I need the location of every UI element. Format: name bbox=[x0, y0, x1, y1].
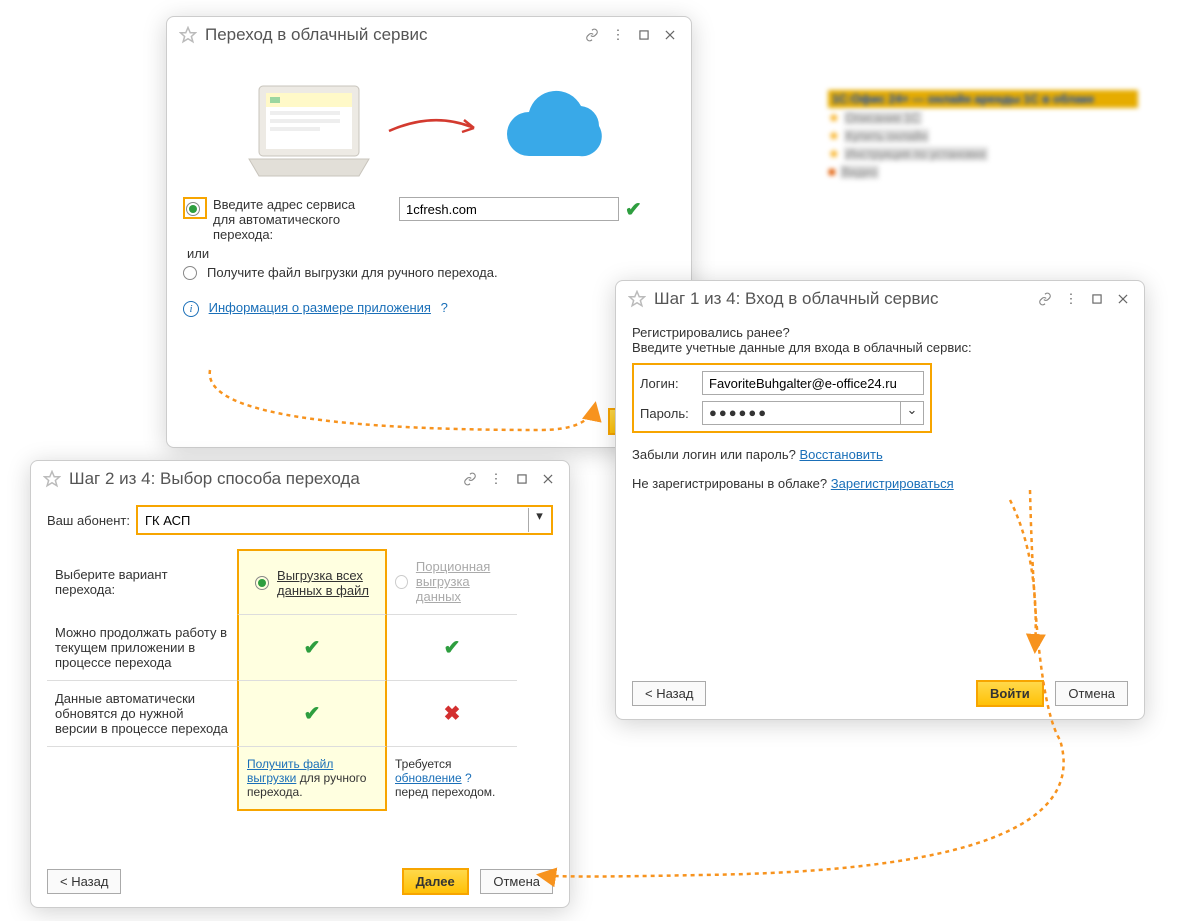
window-title: Шаг 1 из 4: Вход в облачный сервис bbox=[654, 289, 1028, 309]
window-title: Переход в облачный сервис bbox=[205, 25, 575, 45]
registered-before: Регистрировались ранее? bbox=[632, 325, 1128, 340]
link-icon[interactable] bbox=[583, 26, 601, 44]
opt1-link[interactable]: Выгрузка всехданных в файл bbox=[277, 568, 369, 598]
recover-link[interactable]: Восстановить bbox=[799, 447, 882, 462]
star-icon[interactable] bbox=[43, 470, 61, 488]
app-size-info-link[interactable]: Информация о размере приложения bbox=[209, 300, 431, 315]
check-icon: ✔ bbox=[625, 197, 642, 222]
forgot-label: Забыли логин или пароль? bbox=[632, 447, 796, 462]
help-icon[interactable]: ? bbox=[441, 300, 448, 315]
opt2-link: Порционнаявыгрузка данных bbox=[416, 559, 490, 604]
info-icon: i bbox=[183, 301, 199, 317]
radio-manual-file[interactable] bbox=[183, 266, 197, 280]
enter-credentials: Введите учетные данные для входа в облач… bbox=[632, 340, 1128, 355]
notreg-label: Не зарегистрированы в облаке? bbox=[632, 476, 827, 491]
cancel-button[interactable]: Отмена bbox=[480, 869, 553, 894]
login-label: Логин: bbox=[640, 376, 698, 391]
radio-partial-export[interactable] bbox=[395, 575, 408, 589]
window-step1-login: Шаг 1 из 4: Вход в облачный сервис ⋮ Рег… bbox=[615, 280, 1145, 720]
row3-label: Данные автоматически обновятся до нужной… bbox=[55, 691, 229, 736]
maximize-icon[interactable] bbox=[513, 470, 531, 488]
check-icon: ✔ bbox=[304, 635, 321, 660]
password-label: Пароль: bbox=[640, 406, 698, 421]
close-icon[interactable] bbox=[661, 26, 679, 44]
maximize-icon[interactable] bbox=[1088, 290, 1106, 308]
login-input[interactable] bbox=[702, 371, 924, 395]
sidebar-header: 1С:Офис 24+ — онлайн аренды 1С в облаке bbox=[828, 90, 1138, 108]
password-input[interactable]: ●●●●●● bbox=[702, 401, 900, 425]
dropdown-icon[interactable]: ▾ bbox=[528, 508, 550, 532]
kebab-icon[interactable]: ⋮ bbox=[609, 26, 627, 44]
kebab-icon[interactable]: ⋮ bbox=[1062, 290, 1080, 308]
register-link[interactable]: Зарегистрироваться bbox=[831, 476, 954, 491]
update-link[interactable]: обновление bbox=[395, 771, 462, 785]
cross-icon: ✖ bbox=[444, 701, 461, 726]
radio-auto-label-2: для автоматического перехода: bbox=[213, 212, 393, 242]
help-icon[interactable]: ? bbox=[465, 771, 472, 785]
radio-auto-label-1: Введите адрес сервиса bbox=[213, 197, 393, 212]
back-button[interactable]: < Назад bbox=[47, 869, 121, 894]
illustration bbox=[183, 61, 675, 191]
method-table: Выберите вариант перехода: Выгрузка всех… bbox=[47, 549, 553, 811]
abonent-input[interactable] bbox=[139, 508, 528, 532]
window-cloud-transition: Переход в облачный сервис ⋮ bbox=[166, 16, 692, 448]
password-reveal-icon[interactable]: ⌄ bbox=[900, 401, 924, 425]
radio-full-export[interactable] bbox=[255, 576, 269, 590]
window-step2-method: Шаг 2 из 4: Выбор способа перехода ⋮ Ваш… bbox=[30, 460, 570, 908]
check-icon: ✔ bbox=[304, 701, 321, 726]
maximize-icon[interactable] bbox=[635, 26, 653, 44]
link-icon[interactable] bbox=[461, 470, 479, 488]
check-icon: ✔ bbox=[444, 635, 461, 660]
close-icon[interactable] bbox=[1114, 290, 1132, 308]
link-icon[interactable] bbox=[1036, 290, 1054, 308]
back-button[interactable]: < Назад bbox=[632, 681, 706, 706]
star-icon[interactable] bbox=[179, 26, 197, 44]
window-title: Шаг 2 из 4: Выбор способа перехода bbox=[69, 469, 453, 489]
next-button[interactable]: Далее bbox=[402, 868, 469, 895]
radio-manual-label: Получите файл выгрузки для ручного перех… bbox=[207, 265, 498, 280]
kebab-icon[interactable]: ⋮ bbox=[487, 470, 505, 488]
promo-sidebar: 1С:Офис 24+ — онлайн аренды 1С в облаке … bbox=[828, 90, 1138, 179]
or-label: или bbox=[187, 246, 675, 261]
row2-label: Можно продолжать работу в текущем прилож… bbox=[55, 625, 229, 670]
close-icon[interactable] bbox=[539, 470, 557, 488]
radio-auto-address[interactable] bbox=[186, 202, 200, 216]
star-icon[interactable] bbox=[628, 290, 646, 308]
address-input[interactable] bbox=[399, 197, 619, 221]
login-button[interactable]: Войти bbox=[976, 680, 1044, 707]
abonent-label: Ваш абонент: bbox=[47, 513, 130, 528]
cancel-button[interactable]: Отмена bbox=[1055, 681, 1128, 706]
